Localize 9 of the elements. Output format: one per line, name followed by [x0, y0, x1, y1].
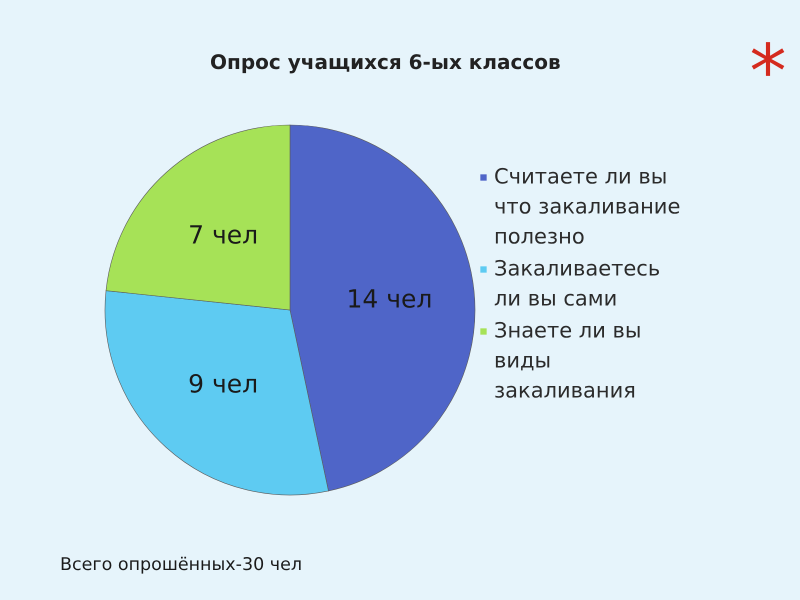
chart-title: Опрос учащихся 6-ых классов — [210, 50, 561, 74]
text: * — [750, 29, 786, 115]
data-label: 9 чел — [188, 369, 258, 398]
text: Всего опрошённых-30 чел — [60, 555, 302, 575]
legend-label: Закаливаетесь ли вы сами — [494, 256, 660, 310]
legend-label: Знаете ли вы виды закаливания — [494, 318, 642, 402]
data-label: 14 чел — [346, 284, 432, 314]
data-label: 7 чел — [188, 220, 258, 250]
legend-label: Считаете ли вы что закаливание полезно — [494, 164, 680, 248]
